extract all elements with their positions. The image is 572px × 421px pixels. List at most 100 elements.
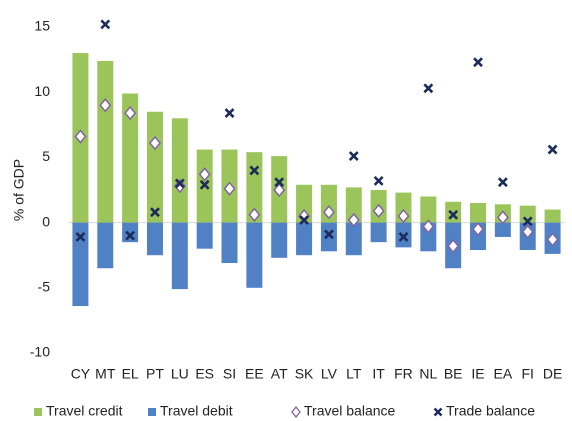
bar	[122, 93, 139, 223]
bar	[171, 222, 188, 290]
diamond-marker	[74, 129, 87, 144]
legend-swatch	[291, 405, 301, 419]
diamond-marker	[173, 178, 186, 194]
bar	[221, 222, 238, 264]
bar	[345, 222, 362, 256]
x-marker	[199, 179, 210, 190]
x-tick-label: EA	[494, 366, 513, 382]
bar	[122, 222, 139, 243]
x-marker	[348, 151, 359, 162]
bar	[296, 184, 313, 223]
x-marker	[373, 175, 384, 186]
x-tick-label: SK	[295, 366, 314, 382]
diamond-marker	[397, 208, 410, 224]
x-tick-label: BE	[444, 366, 463, 382]
x-tick-label: FI	[521, 366, 533, 382]
x-marker	[100, 19, 111, 30]
bar	[370, 222, 387, 243]
x-marker	[274, 177, 285, 188]
x-marker	[497, 177, 508, 188]
x-marker	[150, 207, 160, 218]
y-tick-label: 5	[42, 148, 50, 164]
x-marker	[324, 229, 334, 240]
diamond-marker	[521, 224, 534, 239]
bar	[470, 203, 487, 223]
y-tick-label: 15	[34, 18, 50, 34]
x-tick-label: PT	[146, 366, 164, 382]
diamond-marker	[223, 181, 236, 196]
bar	[320, 222, 337, 252]
diamond-marker	[447, 238, 460, 254]
x-marker	[522, 216, 533, 227]
legend-label: Travel credit	[46, 403, 123, 419]
legend-swatch	[34, 408, 42, 416]
diamond-marker	[248, 207, 261, 222]
bar	[296, 222, 313, 256]
x-tick-label: LT	[346, 366, 362, 382]
x-marker	[125, 230, 136, 241]
x-marker	[423, 83, 434, 94]
diamond-marker	[472, 221, 485, 237]
x-tick-label: CY	[71, 366, 91, 382]
bar	[445, 201, 462, 223]
bar	[271, 222, 288, 258]
bar	[146, 222, 163, 256]
x-tick-label: EE	[245, 366, 264, 382]
diamond-marker	[148, 135, 161, 151]
x-tick-label: LV	[321, 366, 338, 382]
bar	[345, 187, 362, 223]
x-marker	[249, 165, 260, 176]
bar	[97, 222, 114, 269]
x-marker	[398, 232, 409, 242]
x-tick-label: LU	[171, 366, 189, 382]
x-tick-label: DE	[543, 366, 562, 382]
x-tick-label: AT	[271, 366, 288, 382]
bar	[420, 222, 437, 252]
diamond-marker	[322, 204, 335, 220]
bar	[72, 222, 89, 307]
bar	[246, 152, 263, 223]
bar	[395, 222, 412, 248]
x-tick-label: MT	[95, 366, 116, 382]
legend-label: Travel debit	[160, 403, 233, 419]
x-marker	[224, 108, 235, 118]
x-tick-label: NL	[419, 366, 437, 382]
x-tick-label: ES	[195, 366, 214, 382]
x-marker	[174, 178, 185, 189]
legend-label: Travel balance	[304, 403, 396, 419]
x-tick-label: IT	[372, 366, 385, 382]
x-tick-label: IE	[471, 366, 484, 382]
bar	[246, 222, 263, 288]
y-tick-label: -10	[30, 344, 50, 360]
x-tick-label: EL	[122, 366, 139, 382]
y-tick-label: 10	[34, 83, 50, 99]
bar	[171, 118, 188, 223]
legend-swatch	[148, 408, 156, 416]
diamond-marker	[124, 105, 137, 121]
x-tick-label: SI	[223, 366, 236, 382]
diamond-marker	[422, 219, 435, 234]
x-marker	[299, 215, 309, 225]
diamond-marker	[496, 210, 509, 225]
bar	[544, 209, 561, 223]
bar	[494, 222, 511, 237]
diamond-marker	[273, 182, 286, 198]
x-tick-label: FR	[394, 366, 413, 382]
x-marker	[547, 144, 558, 155]
y-tick-label: 0	[42, 213, 50, 229]
x-marker	[448, 209, 459, 220]
legend-label: Trade balance	[446, 403, 535, 419]
bar	[196, 222, 213, 249]
y-tick-label: -5	[38, 279, 51, 295]
y-axis-label: % of GDP	[11, 159, 27, 221]
diamond-marker	[99, 98, 112, 113]
bar	[420, 196, 437, 223]
x-marker	[75, 232, 86, 242]
diamond-marker	[546, 232, 559, 247]
legend-swatch	[433, 407, 443, 417]
diamond-marker	[198, 167, 211, 182]
diamond-marker	[347, 212, 360, 228]
bar	[146, 111, 163, 223]
x-marker	[473, 57, 483, 68]
